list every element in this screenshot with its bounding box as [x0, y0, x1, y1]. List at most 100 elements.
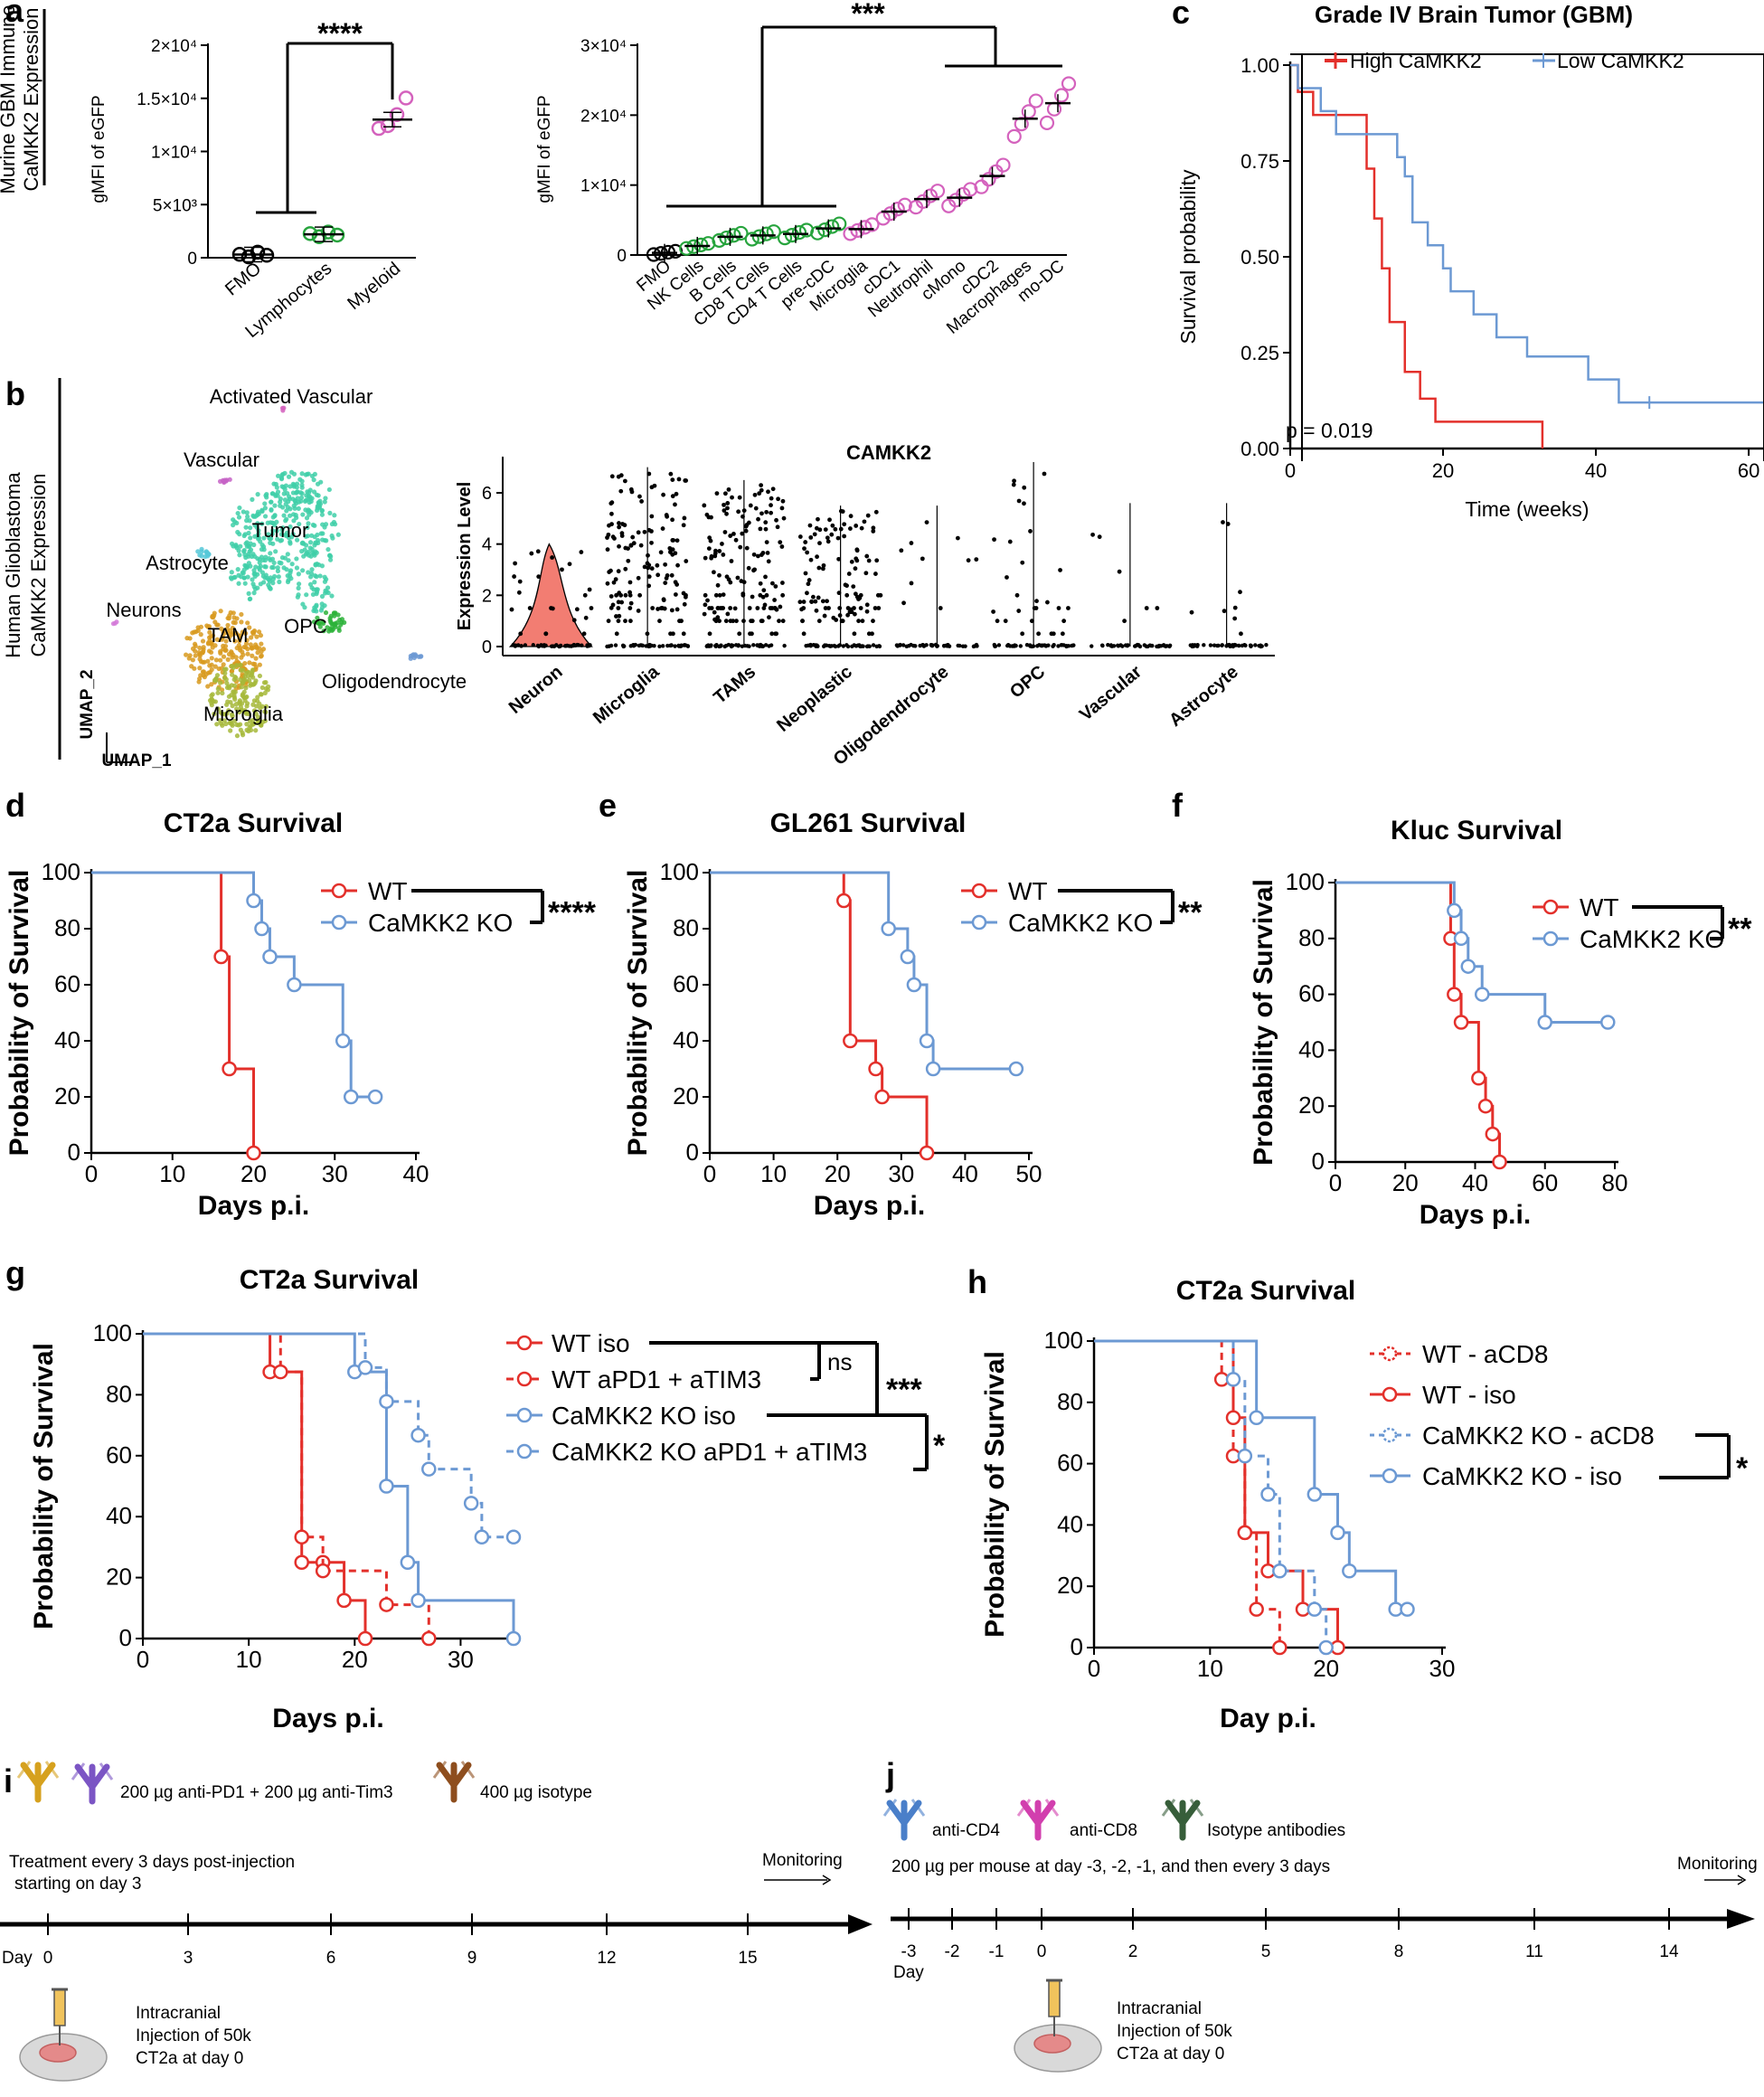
umap-cell: [198, 624, 204, 629]
cell-dot: [773, 584, 778, 589]
umap-cell: [217, 718, 222, 723]
umap-cell: [237, 722, 243, 727]
cell-dot: [712, 553, 718, 559]
cell-dot: [1042, 471, 1047, 477]
umap-cell: [299, 485, 305, 490]
umap-cell: [248, 535, 253, 541]
data-point: [825, 219, 840, 234]
umap-cell: [325, 625, 330, 630]
umap-cell: [248, 642, 253, 647]
group-macrophages: [1006, 93, 1043, 144]
cell-dot: [1193, 643, 1197, 648]
y-tick-label: 1.00: [1240, 54, 1279, 77]
umap-cell: [315, 505, 320, 511]
cell-dot: [661, 598, 666, 603]
cell-dot: [705, 598, 710, 603]
umap-cell: [222, 718, 227, 723]
panel-letter: b: [5, 375, 25, 412]
cell-dot: [955, 535, 960, 541]
cell-dot: [657, 644, 662, 648]
cell-dot: [620, 643, 626, 647]
data-point: [843, 226, 858, 241]
cell-dot: [1097, 534, 1102, 540]
cell-dot: [619, 600, 625, 605]
umap-cell: [280, 505, 286, 510]
cell-dot: [815, 554, 819, 560]
data-point: [864, 217, 880, 232]
umap-cell: [316, 620, 322, 627]
x-tick-label: 0: [1088, 1655, 1100, 1682]
censor-marker: [1492, 1154, 1507, 1170]
cell-dot: [665, 514, 670, 519]
censor-marker: [1471, 1071, 1486, 1086]
umap-cell: [234, 722, 240, 728]
umap-cell: [241, 652, 246, 657]
panel-f-header: f Kluc Survival: [1172, 787, 1562, 845]
cell-dot: [825, 535, 830, 541]
umap-cell: [287, 494, 292, 499]
umap-cell: [210, 614, 215, 620]
cell-dot: [563, 644, 569, 648]
cell-dot: [1115, 643, 1120, 648]
umap-cluster-tumor: [228, 547, 277, 602]
legend-marker: [516, 1335, 533, 1351]
umap-cell: [207, 669, 212, 675]
legend: High CaMKK2 Low CaMKK2: [1325, 49, 1684, 72]
data-point: [250, 244, 266, 260]
cell-dot: [677, 619, 682, 624]
cell-dot: [966, 558, 971, 563]
cell-dot: [846, 571, 852, 576]
cell-dot: [895, 643, 901, 647]
y-tick-label: 0: [617, 247, 627, 266]
cell-dot: [845, 644, 851, 649]
umap-cell: [284, 516, 289, 522]
cell-dot: [1049, 631, 1054, 637]
cell-dot: [766, 489, 770, 495]
umap-cell: [302, 605, 307, 610]
umap-cell: [244, 704, 250, 709]
cell-dot: [1257, 643, 1261, 648]
umap-cell: [247, 660, 252, 666]
umap-cell: [281, 513, 287, 518]
y-axis-label: Probability of Survival: [980, 1351, 1010, 1638]
umap-cell: [320, 522, 325, 527]
cell-dot: [993, 644, 998, 648]
censor-marker: [1330, 1525, 1345, 1541]
cell-dot: [854, 547, 860, 553]
umap-cell: [307, 540, 314, 545]
x-axis-label: Time (weeks): [1465, 497, 1589, 521]
umap-cell: [259, 521, 265, 526]
cell-dot: [871, 643, 876, 647]
cell-dot: [1232, 616, 1238, 621]
legend-marker: [1382, 1427, 1398, 1443]
umap-cell: [291, 471, 297, 477]
umap-cell: [197, 553, 203, 558]
umap-cell: [234, 663, 240, 668]
cell-dot: [712, 609, 717, 615]
cell-dot: [1225, 522, 1231, 526]
series-camkk2-ko-acd8: [1094, 1339, 1334, 1656]
censor-marker: [1306, 1487, 1323, 1502]
cell-dot: [801, 600, 807, 604]
cell-dot: [813, 599, 818, 604]
cell-dot: [797, 534, 803, 539]
cell-dot: [991, 609, 995, 614]
umap-cell: [268, 586, 273, 591]
data-point: [890, 202, 905, 217]
data-point: [1061, 76, 1077, 91]
day-label: 14: [1659, 1942, 1679, 1961]
cell-dot: [836, 556, 842, 562]
cell-dot: [837, 606, 843, 610]
p-value: p = 0.019: [1286, 419, 1373, 442]
cell-dot: [866, 558, 872, 563]
umap-cell: [246, 590, 251, 596]
censor-marker: [367, 1089, 383, 1105]
umap-cell: [274, 528, 279, 534]
cell-dot: [874, 558, 880, 563]
censor-marker: [1537, 1015, 1552, 1030]
cell-dot: [669, 572, 674, 578]
umap-cell: [325, 546, 331, 553]
x-tick-label: 40: [952, 1160, 978, 1187]
cell-dot: [605, 547, 610, 553]
cell-dot: [769, 581, 775, 586]
